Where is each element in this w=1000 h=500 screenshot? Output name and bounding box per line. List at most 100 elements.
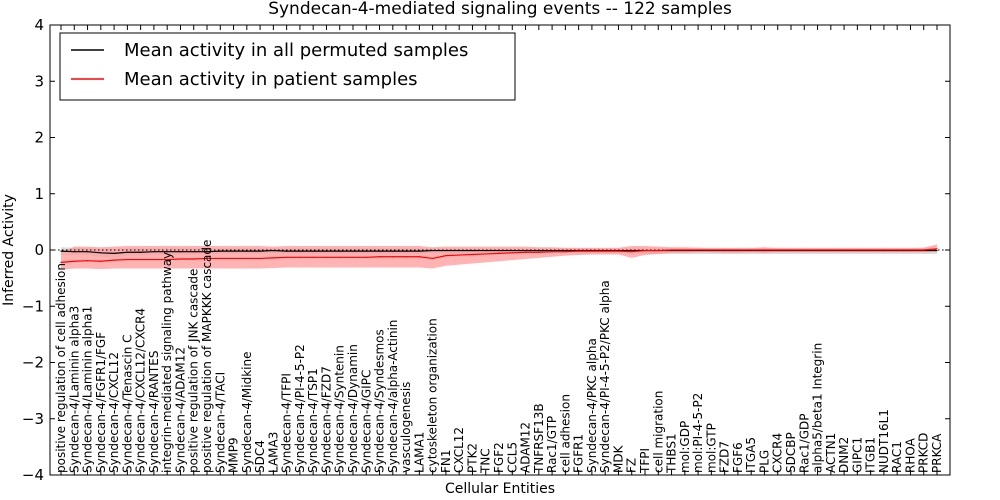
data-point (86, 260, 89, 262)
data-point (604, 250, 606, 252)
data-point (259, 257, 261, 260)
x-category-label: FN1 (439, 449, 453, 473)
x-category-label: Syndecan-4/CXCL12 (107, 352, 121, 473)
x-category-label: Syndecan-4/PKC alpha (585, 338, 599, 473)
data-point (830, 249, 832, 251)
data-point (445, 249, 447, 252)
x-category-label: alpha5/beta1 Integrin (811, 343, 825, 473)
data-point (909, 249, 912, 251)
x-category-label: PRKCA (930, 433, 944, 473)
x-category-label: Syndecan-4/GIPC (359, 370, 373, 473)
x-category-label: cell migration (651, 391, 665, 473)
data-point (312, 250, 314, 252)
data-point (60, 261, 62, 263)
data-point (724, 249, 726, 251)
x-category-label: positive regulation of cell adhesion (54, 263, 68, 473)
data-point (392, 250, 394, 252)
x-category-label: Syndecan-4/Midkine (240, 352, 254, 473)
data-point (498, 249, 500, 252)
y-tick-label: −1 (22, 297, 44, 315)
data-point (790, 249, 792, 251)
legend-box (59, 32, 516, 101)
data-point (524, 251, 527, 253)
data-point (432, 249, 434, 252)
x-category-label: RAC1 (890, 441, 904, 473)
data-point (232, 250, 235, 252)
data-point (418, 250, 420, 252)
data-point (259, 250, 261, 252)
data-point (870, 249, 872, 251)
data-point (126, 258, 128, 261)
data-point (232, 257, 235, 260)
x-category-label: Syndecan-4/Laminin alpha3 (67, 306, 81, 473)
data-point (352, 256, 354, 258)
x-category-label: mol:PI-4-5-P2 (691, 393, 705, 473)
data-point (617, 250, 620, 252)
data-point (312, 256, 314, 258)
confidence-bands (50, 244, 950, 270)
data-point (538, 249, 540, 252)
y-tick-label: 1 (34, 185, 44, 203)
data-point (485, 249, 487, 252)
x-axis-ticks (60, 25, 938, 475)
y-tick-label: −4 (22, 466, 44, 484)
data-point (485, 253, 487, 255)
x-category-label: Syndecan-4/FZD7 (319, 366, 333, 473)
x-category-label: cell adhesion (558, 394, 572, 473)
x-category-label: Syndecan-4/RANTES (147, 351, 161, 473)
data-point (856, 249, 858, 251)
data-point (458, 249, 460, 252)
x-category-label: Syndecan-4/alpha-Actinin (386, 320, 400, 473)
x-category-label: TNFRSF13B (532, 403, 546, 474)
x-category-label: ITGB1 (864, 437, 878, 473)
x-category-label: TFPI (638, 448, 652, 474)
y-axis-label: Inferred Activity (1, 194, 17, 306)
x-category-label: ITGA5 (744, 437, 758, 473)
data-point (339, 250, 341, 252)
legend: Mean activity in all permuted samples Me… (59, 32, 516, 101)
x-category-label: Syndecan-4/PI-4-5-P2/PKC alpha (598, 280, 612, 473)
x-category-label: PRKCD (917, 433, 931, 473)
data-point (697, 249, 699, 251)
x-category-label: FGF6 (731, 442, 745, 473)
x-category-label: SDCBP (784, 432, 798, 473)
data-point (538, 251, 540, 253)
data-point (763, 249, 766, 251)
x-category-label: DNM2 (837, 437, 851, 473)
x-category-label: ADAM12 (519, 422, 533, 473)
x-category-label: Syndecan-4/PI-4-5-P2 (293, 344, 307, 473)
x-category-label: mol:GDP (678, 421, 692, 473)
data-point (193, 251, 195, 253)
data-point (219, 257, 221, 260)
data-point (670, 249, 673, 251)
data-point (339, 256, 341, 258)
x-category-label: Syndecan-4/Syndesmos (373, 329, 387, 473)
data-point (564, 251, 566, 253)
data-point (378, 256, 381, 258)
data-point (73, 260, 75, 262)
data-point (896, 249, 898, 251)
data-point (445, 255, 447, 257)
y-axis-ticks: 4 3 2 1 0 −1 −2 −3 −4 (22, 16, 950, 484)
x-category-label: FGF2 (492, 442, 506, 473)
data-point (657, 249, 659, 252)
y-tick-label: 0 (34, 241, 44, 259)
x-category-label: Syndecan-4/ADAM12 (173, 347, 187, 473)
x-category-label: Syndecan-4/TFPI (280, 373, 294, 473)
data-point (286, 256, 288, 258)
x-category-label: mol:GTP (704, 423, 718, 473)
x-category-label: CCL5 (505, 442, 519, 473)
data-point (684, 249, 686, 251)
x-category-label: SDC4 (253, 440, 267, 473)
data-point (471, 249, 474, 252)
x-category-label: NUDT16L1 (877, 409, 891, 473)
x-category-label: ACTN1 (824, 433, 838, 473)
data-point (113, 259, 115, 261)
x-category-label: Syndecan-4/CXCL12/CXCR4 (134, 308, 148, 473)
data-point (936, 248, 938, 250)
x-category-label: GIPC1 (850, 437, 864, 473)
data-point (140, 258, 142, 261)
data-point (803, 249, 805, 251)
data-point (418, 256, 420, 258)
